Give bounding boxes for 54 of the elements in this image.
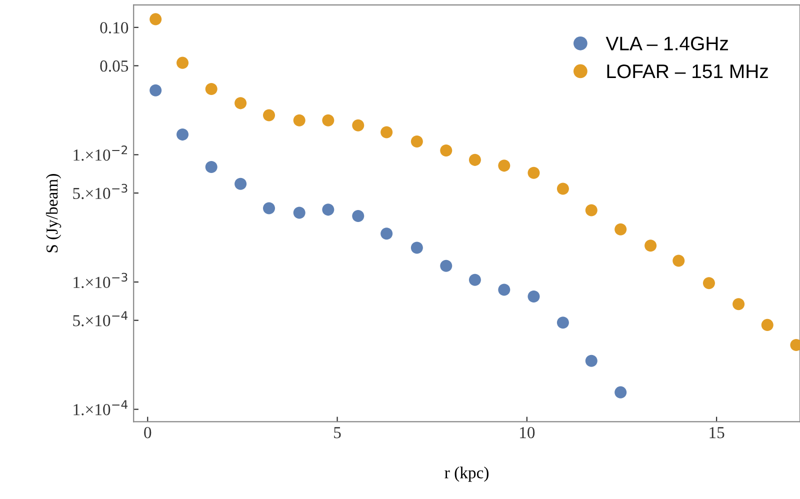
point [410, 135, 423, 148]
y-axis-title: S (Jy/beam) [46, 174, 62, 252]
point [702, 277, 715, 290]
point [498, 284, 510, 296]
point [556, 316, 569, 329]
point [672, 254, 685, 267]
point [262, 202, 276, 214]
point [644, 240, 657, 252]
y-tick-label: 0.05 [100, 60, 128, 72]
point [176, 128, 189, 141]
point [150, 13, 162, 26]
y-tick-label: 5.×10$^{−4}$ [73, 311, 128, 326]
point [205, 83, 218, 96]
point [614, 223, 627, 236]
point [468, 154, 481, 166]
point [322, 114, 334, 126]
point [498, 160, 510, 172]
point [528, 166, 540, 179]
point [293, 114, 306, 126]
point [380, 228, 393, 240]
point [150, 84, 162, 96]
point [262, 109, 276, 122]
point [352, 210, 364, 222]
point [585, 204, 598, 216]
point [410, 242, 423, 254]
y-tick-label: 1.×10$^{−3}$ [74, 272, 128, 288]
point [352, 119, 364, 132]
point [234, 97, 247, 110]
point [380, 126, 393, 138]
legend-label: VLA – 1.4GHz [606, 36, 728, 50]
point [614, 386, 627, 398]
x-axis-title: r (kpc) [444, 466, 489, 482]
point [732, 298, 745, 310]
y-tick-label: 1.×10$^{−4}$ [74, 400, 128, 416]
point [234, 178, 247, 190]
point [585, 354, 598, 367]
y-tick-label: 1.×10$^{−2}$ [74, 146, 127, 161]
point [322, 204, 334, 216]
x-tick-label: 0 [144, 427, 152, 438]
legend-label: LOFAR – 151 MHz [607, 64, 768, 78]
point [176, 56, 189, 69]
point [761, 318, 774, 331]
x-tick-label: 15 [710, 427, 724, 438]
point [440, 144, 452, 156]
point [556, 182, 569, 195]
point [293, 206, 306, 219]
point [205, 161, 218, 174]
point [468, 274, 481, 286]
x-tick-label: 10 [520, 427, 535, 438]
y-tick-label: 0.10 [100, 22, 128, 34]
point [440, 260, 452, 272]
y-tick-label: 5.×10$^{−3}$ [73, 184, 128, 200]
point [528, 290, 540, 302]
x-tick-label: 5 [334, 427, 341, 438]
